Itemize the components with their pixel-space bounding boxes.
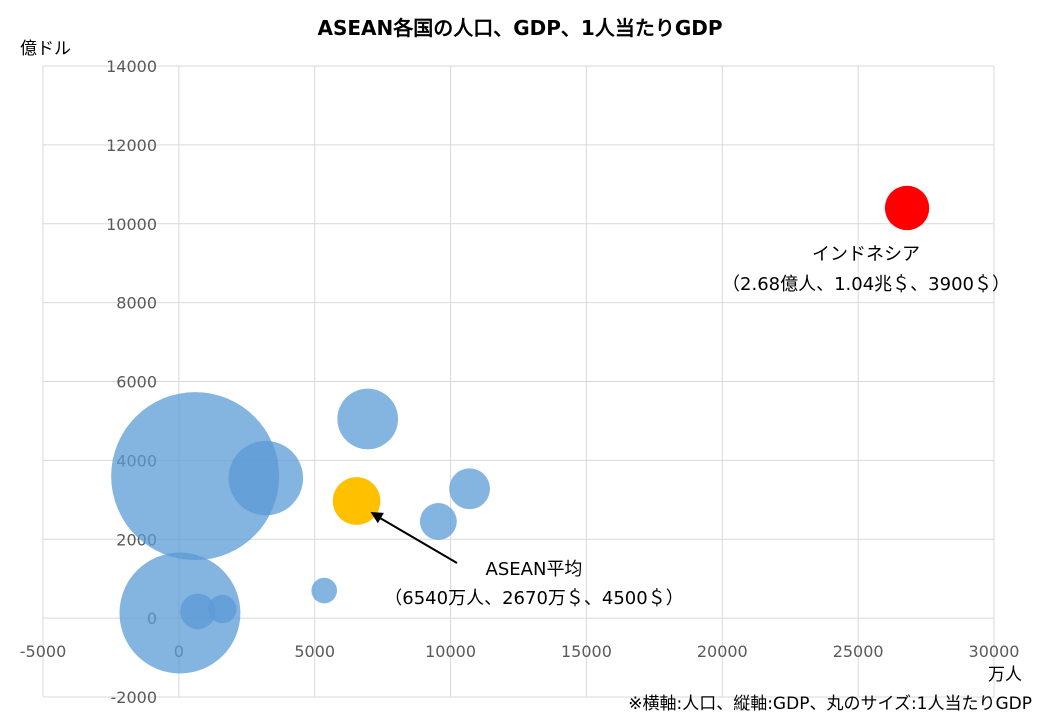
y-tick-label: 8000 [116, 294, 157, 313]
x-axis-unit: 万人 [988, 665, 1022, 685]
arrow-head [370, 511, 384, 524]
x-tick-label: 25000 [833, 642, 884, 661]
y-tick-label: 12000 [106, 136, 157, 155]
x-tick-label: 10000 [425, 642, 476, 661]
y-tick-label: 14000 [106, 57, 157, 76]
average-label: ASEAN平均 [486, 559, 583, 580]
y-tick-label: 10000 [106, 215, 157, 234]
indonesia-label: インドネシア [812, 244, 920, 265]
arrow-line [376, 515, 458, 564]
bubble-country [311, 577, 338, 604]
bubble-indonesia [884, 185, 930, 231]
indonesia-detail: （2.68億人、1.04兆＄、3900＄） [722, 274, 1010, 295]
bubble-country [208, 594, 237, 624]
y-axis-unit: 億ドル [20, 39, 71, 59]
bubble-country [419, 503, 457, 540]
x-tick-label: 5000 [294, 642, 335, 661]
bubble-country [180, 593, 216, 630]
bubble-country [111, 392, 280, 561]
bubble-country [337, 388, 399, 450]
chart-title: ASEAN各国の人口、GDP、1人当たりGDP [317, 16, 722, 40]
x-tick-label: 15000 [561, 642, 612, 661]
annotation-arrow [370, 511, 458, 564]
x-tick-label: 30000 [969, 642, 1020, 661]
bubble-asean-average [332, 477, 381, 525]
y-tick-label: 6000 [116, 373, 157, 392]
bubble-country [228, 440, 304, 516]
average-detail: （6540万人、2670万＄、4500＄） [384, 588, 683, 609]
footnote: ※横軸:人口、縦軸:GDP、丸のサイズ:1人当たりGDP [628, 694, 1032, 714]
tick-labels: -5000050001000015000200002500030000-2000… [20, 57, 1020, 707]
y-tick-label: -2000 [111, 688, 158, 707]
bubble-country [449, 468, 490, 510]
bubble-country [119, 552, 241, 674]
x-tick-label: 20000 [697, 642, 748, 661]
bubbles [111, 185, 930, 674]
x-tick-label: -5000 [20, 642, 67, 661]
